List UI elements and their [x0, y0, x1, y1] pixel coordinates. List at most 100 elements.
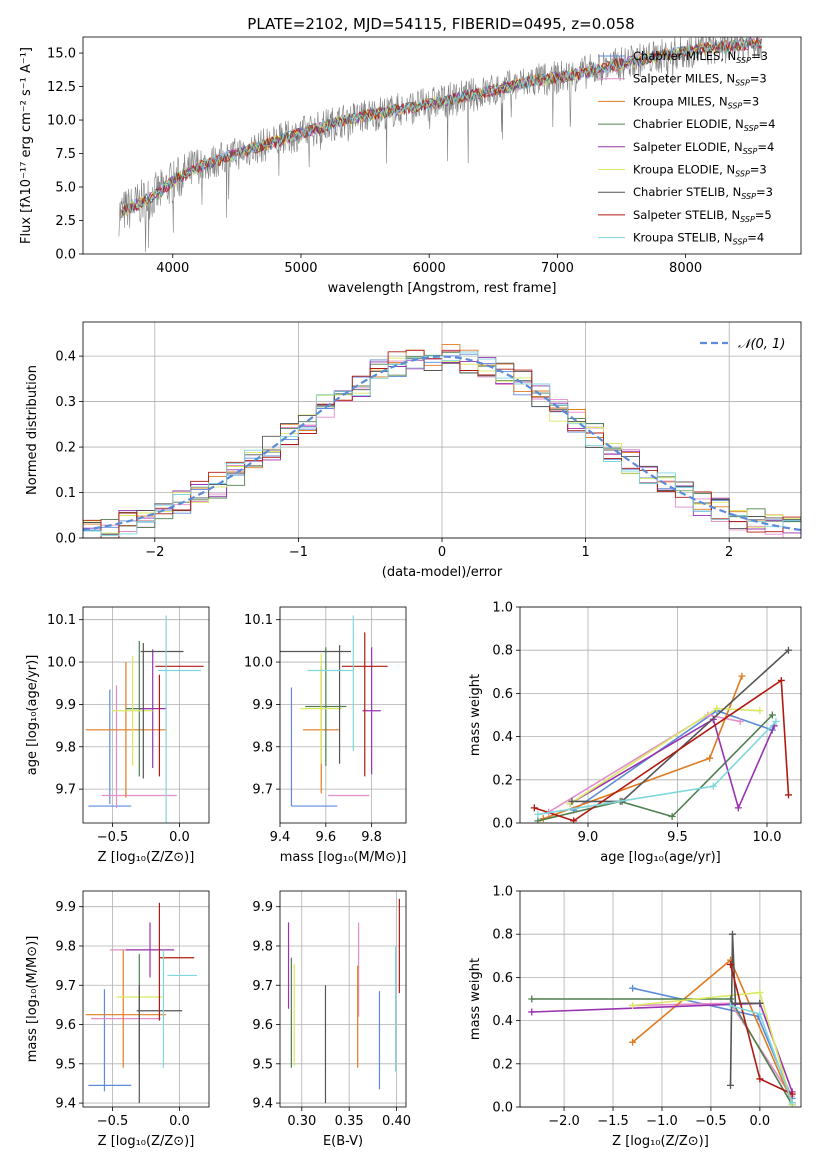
residual-histogram-7	[83, 349, 801, 538]
weight-marker	[727, 995, 735, 1003]
x-tick-label: 0.0	[750, 1114, 771, 1129]
weight-marker	[788, 1099, 796, 1107]
plot-area-mass-vs-EBV	[287, 898, 400, 1104]
x-axis-label: E(B-V)	[323, 1134, 363, 1149]
y-tick-label: 9.7	[55, 783, 76, 798]
weight-marker	[734, 804, 742, 812]
weight-marker	[530, 804, 538, 812]
weight-marker	[772, 717, 780, 725]
x-tick-label: 0.0	[169, 1114, 190, 1129]
legend-eq: =3	[742, 94, 759, 108]
model-spectrum-8	[121, 37, 762, 215]
x-tick-label: −2	[145, 545, 164, 560]
x-tick-label: 8000	[669, 261, 702, 276]
x-tick-label: −0.5	[97, 830, 129, 845]
x-tick-label: 9.5	[667, 830, 688, 845]
y-tick-label: 0.6	[492, 971, 513, 986]
y-tick-label: 0.0	[55, 532, 76, 547]
axes-weight-vs-Z: −2.0 −1.5 −1.0 −0.5 0.0 0.0 0.2 0.4 0.6 0.8 1.0 Z […	[468, 885, 802, 1149]
x-tick-label: −0.5	[695, 1114, 727, 1129]
y-tick-label: 0.8	[492, 644, 513, 659]
weight-marker	[736, 717, 744, 725]
y-tick-label: 9.9	[252, 698, 273, 713]
x-axis-label: (data-model)/error	[382, 565, 503, 580]
legend-entry-0: Chabrier MILES, NSSP=3	[633, 49, 768, 65]
weight-marker	[727, 1081, 735, 1089]
y-tick-label: 10.1	[244, 613, 273, 628]
x-tick-label: 0.40	[382, 1114, 411, 1129]
plot-area-mass-vs-Z	[85, 902, 197, 1104]
legend-sub: SSP	[728, 101, 743, 110]
y-tick-label: 0.3	[55, 395, 76, 410]
weight-marker	[528, 1008, 536, 1016]
axes-frame	[279, 890, 407, 1108]
x-axis-label: Z [log₁₀(Z/Z⊙)]	[98, 850, 195, 865]
weight-marker	[731, 999, 739, 1007]
plot-area-weight-vs-age	[530, 646, 792, 823]
weight-marker	[738, 672, 746, 680]
legend-text: Salpeter ELODIE, N	[633, 140, 743, 154]
x-tick-label: 7000	[541, 261, 574, 276]
errorbar-point-6	[300, 653, 342, 764]
x-tick-label: 0	[438, 545, 446, 560]
legend-eq: =5	[755, 208, 772, 222]
legend-entry-6: Chabrier STELIB, NSSP=3	[633, 185, 773, 201]
axes-frame	[82, 321, 802, 539]
plot-area-spectrum	[118, 37, 763, 253]
weight-marker	[756, 989, 764, 997]
normal-curve	[83, 355, 801, 532]
y-axis-label: mass [log₁₀(M/M⊙)]	[25, 936, 40, 1063]
weight-marker	[534, 817, 542, 823]
y-tick-label: 9.9	[55, 900, 76, 915]
weight-marker	[528, 995, 536, 1003]
y-tick-label: 7.5	[55, 147, 76, 162]
y-tick-label: 1.0	[492, 885, 513, 900]
legend-sub: SSP	[733, 238, 748, 247]
y-tick-label: 0.0	[492, 1101, 513, 1116]
weight-marker	[784, 791, 792, 799]
legend-text: Chabrier STELIB, N	[633, 185, 741, 199]
x-tick-label: 9.6	[315, 830, 336, 845]
legend-sub: SSP	[744, 124, 759, 133]
weight-line-4	[569, 718, 775, 811]
model-spectrum-3	[121, 37, 762, 217]
weight-marker	[534, 810, 542, 818]
weight-marker	[768, 711, 776, 719]
y-tick-label: 0.6	[492, 687, 513, 702]
x-tick-label: −0.5	[97, 1114, 129, 1129]
legend-entry-3: Chabrier ELODIE, NSSP=4	[633, 117, 775, 133]
x-tick-label: 5000	[284, 261, 317, 276]
axes-residuals: −2 −1 0 1 2 0.0 0.1 0.2 0.3 0.4 (data-model)/error…	[25, 321, 802, 580]
errorbar-point-7	[112, 655, 153, 766]
residual-histogram-8	[83, 351, 801, 538]
y-tick-label: 9.8	[252, 740, 273, 755]
x-tick-label: 6000	[413, 261, 446, 276]
weight-marker	[713, 705, 721, 713]
x-tick-label: 4000	[156, 261, 189, 276]
x-tick-label: 0.30	[287, 1114, 316, 1129]
y-tick-label: 9.9	[252, 900, 273, 915]
weight-marker	[777, 676, 785, 684]
y-axis-label: mass weight	[468, 674, 483, 756]
legend-label-normal: 𝒩(0, 1)	[738, 337, 785, 352]
residual-histogram-6	[83, 358, 801, 538]
plot-layer: 4000 5000 6000 7000 80000.02.55.07.510.012.5…	[19, 36, 802, 1149]
weight-marker	[629, 1038, 637, 1046]
axes-mass-vs-EBV: 0.30 0.35 0.40 9.4 9.5 9.6 9.7 9.8 9.9 E(B-V)	[252, 890, 411, 1149]
y-tick-label: 0.0	[492, 817, 513, 832]
y-tick-label: 10.0	[47, 656, 76, 671]
legend-eq: =3	[750, 163, 767, 177]
y-tick-label: 12.5	[47, 80, 76, 95]
legend-entry-8: Kroupa STELIB, NSSP=4	[633, 231, 764, 247]
x-tick-label: −1	[289, 545, 308, 560]
legend-entry-5: Kroupa ELODIE, NSSP=3	[633, 163, 767, 179]
weight-marker	[568, 797, 576, 805]
weight-marker	[629, 1001, 637, 1009]
x-tick-label: 1	[581, 545, 589, 560]
weight-marker	[727, 1001, 735, 1009]
weight-marker	[784, 646, 792, 654]
axes-age-vs-mass: 9.4 9.6 9.8 9.7 9.8 9.9 10.0 10.1 mass [log₁₀(M/…	[244, 606, 407, 865]
y-tick-label: 0.2	[55, 441, 76, 456]
